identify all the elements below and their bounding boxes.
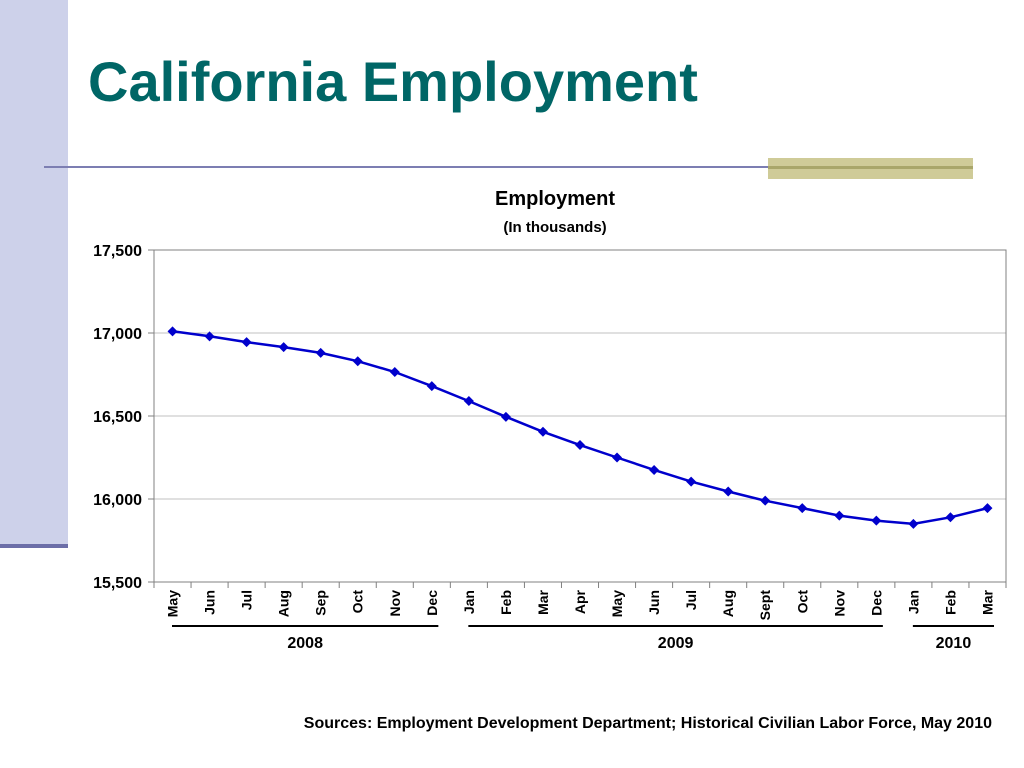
left-decor-bar (0, 0, 68, 546)
x-tick-label: Jul (239, 590, 255, 610)
y-tick-label: 17,500 (93, 243, 142, 260)
left-decor-line (0, 544, 68, 548)
x-tick-label: Dec (868, 590, 884, 616)
data-point (575, 440, 585, 451)
x-tick-label: Sept (757, 590, 773, 621)
data-point (982, 503, 993, 514)
data-point (463, 396, 474, 407)
data-point (945, 512, 956, 523)
x-tick-label: Mar (979, 589, 995, 614)
data-point (760, 495, 771, 506)
y-tick-label: 17,000 (93, 326, 142, 343)
x-tick-label: Dec (424, 590, 440, 616)
data-point (278, 342, 289, 353)
year-label: 2010 (936, 635, 972, 652)
data-point (649, 464, 660, 475)
x-tick-label: Jun (202, 590, 218, 615)
data-point (797, 503, 808, 514)
data-point (723, 486, 734, 497)
data-point (315, 347, 326, 358)
series-line (172, 330, 988, 526)
data-point (686, 476, 697, 487)
data-point (908, 518, 919, 529)
data-point (426, 381, 437, 392)
x-tick-label: Aug (276, 590, 292, 617)
x-tick-label: Feb (942, 590, 958, 615)
chart-title: Employment (495, 188, 615, 210)
data-point (612, 452, 623, 463)
year-label: 2009 (658, 635, 694, 652)
sources-note: Sources: Employment Development Departme… (303, 715, 992, 732)
data-point (241, 337, 252, 348)
y-tick-label: 16,500 (93, 409, 142, 426)
x-tick-label: Oct (350, 590, 366, 614)
data-point (871, 515, 882, 526)
x-tick-label: Jan (461, 590, 477, 614)
y-tick-label: 16,000 (93, 492, 142, 509)
y-tick-label: 15,500 (93, 575, 142, 592)
x-tick-label: Nov (831, 590, 847, 617)
x-tick-label: Feb (498, 590, 514, 615)
year-label: 2008 (287, 635, 323, 652)
chart-subtitle: (In thousands) (503, 219, 606, 236)
data-point (500, 411, 511, 422)
data-point (167, 326, 178, 337)
x-tick-label: Jan (905, 590, 921, 614)
x-tick-label: Jun (646, 590, 662, 615)
data-point (537, 426, 548, 437)
accent-bar-line (768, 166, 973, 169)
x-tick-label: Jul (683, 590, 699, 610)
x-tick-label: Mar (535, 589, 551, 614)
x-tick-label: Nov (387, 590, 403, 617)
data-point (834, 510, 845, 521)
data-point (352, 356, 363, 367)
x-tick-label: Sep (313, 590, 329, 616)
x-tick-label: Apr (572, 589, 588, 614)
x-tick-label: May (165, 590, 181, 617)
x-tick-label: Aug (720, 590, 736, 617)
x-tick-label: May (609, 590, 625, 617)
data-point (204, 331, 215, 342)
slide-title: California Employment (88, 50, 698, 113)
data-point (389, 367, 400, 378)
title-divider (44, 166, 972, 168)
x-tick-label: Oct (794, 590, 810, 614)
